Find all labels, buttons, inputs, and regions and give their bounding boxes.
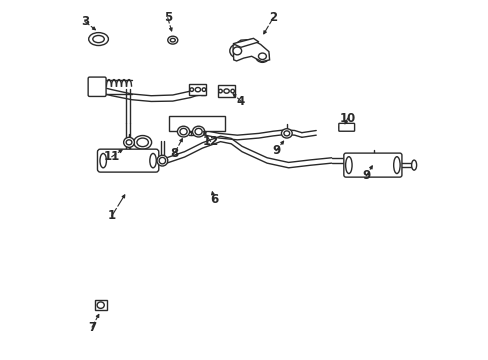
Ellipse shape <box>258 53 266 59</box>
Polygon shape <box>218 85 235 97</box>
Polygon shape <box>189 84 206 95</box>
Ellipse shape <box>190 88 193 91</box>
Ellipse shape <box>371 156 376 160</box>
Ellipse shape <box>284 131 289 136</box>
Ellipse shape <box>123 137 134 147</box>
FancyBboxPatch shape <box>343 153 401 177</box>
Text: 7: 7 <box>88 320 96 333</box>
Ellipse shape <box>195 129 202 135</box>
Text: 9: 9 <box>362 169 370 182</box>
Text: 8: 8 <box>170 147 178 159</box>
FancyBboxPatch shape <box>88 77 106 96</box>
Ellipse shape <box>133 135 151 149</box>
Ellipse shape <box>88 33 108 45</box>
Ellipse shape <box>100 153 106 168</box>
Text: 9: 9 <box>271 144 280 157</box>
Text: 1: 1 <box>107 210 116 222</box>
Ellipse shape <box>195 87 200 92</box>
Ellipse shape <box>93 36 104 42</box>
Ellipse shape <box>192 126 204 137</box>
Text: 5: 5 <box>163 12 171 24</box>
Ellipse shape <box>157 155 167 166</box>
Ellipse shape <box>167 36 178 44</box>
Ellipse shape <box>230 89 234 93</box>
Text: 10: 10 <box>339 112 355 125</box>
Polygon shape <box>233 40 269 62</box>
Text: 6: 6 <box>209 193 218 206</box>
FancyBboxPatch shape <box>338 123 354 131</box>
Ellipse shape <box>281 129 292 138</box>
Ellipse shape <box>180 129 187 135</box>
Ellipse shape <box>126 140 132 145</box>
Ellipse shape <box>202 88 205 91</box>
Text: 4: 4 <box>236 95 244 108</box>
Text: 11: 11 <box>103 150 120 163</box>
Ellipse shape <box>159 157 165 164</box>
Ellipse shape <box>233 47 241 55</box>
Text: 2: 2 <box>268 12 277 24</box>
Ellipse shape <box>393 157 399 174</box>
Ellipse shape <box>229 44 244 58</box>
Polygon shape <box>94 300 106 310</box>
Text: 3: 3 <box>81 15 89 28</box>
Ellipse shape <box>170 39 175 42</box>
Ellipse shape <box>224 89 229 93</box>
Ellipse shape <box>339 124 346 131</box>
Text: 12: 12 <box>202 135 218 148</box>
Ellipse shape <box>97 302 104 309</box>
Ellipse shape <box>137 138 148 147</box>
Ellipse shape <box>411 160 416 170</box>
Polygon shape <box>233 39 258 47</box>
FancyBboxPatch shape <box>169 116 224 131</box>
Ellipse shape <box>218 89 222 93</box>
Ellipse shape <box>177 126 189 137</box>
Ellipse shape <box>255 50 269 62</box>
FancyBboxPatch shape <box>97 149 159 172</box>
Ellipse shape <box>369 154 378 162</box>
Ellipse shape <box>149 153 156 168</box>
Ellipse shape <box>345 157 351 174</box>
